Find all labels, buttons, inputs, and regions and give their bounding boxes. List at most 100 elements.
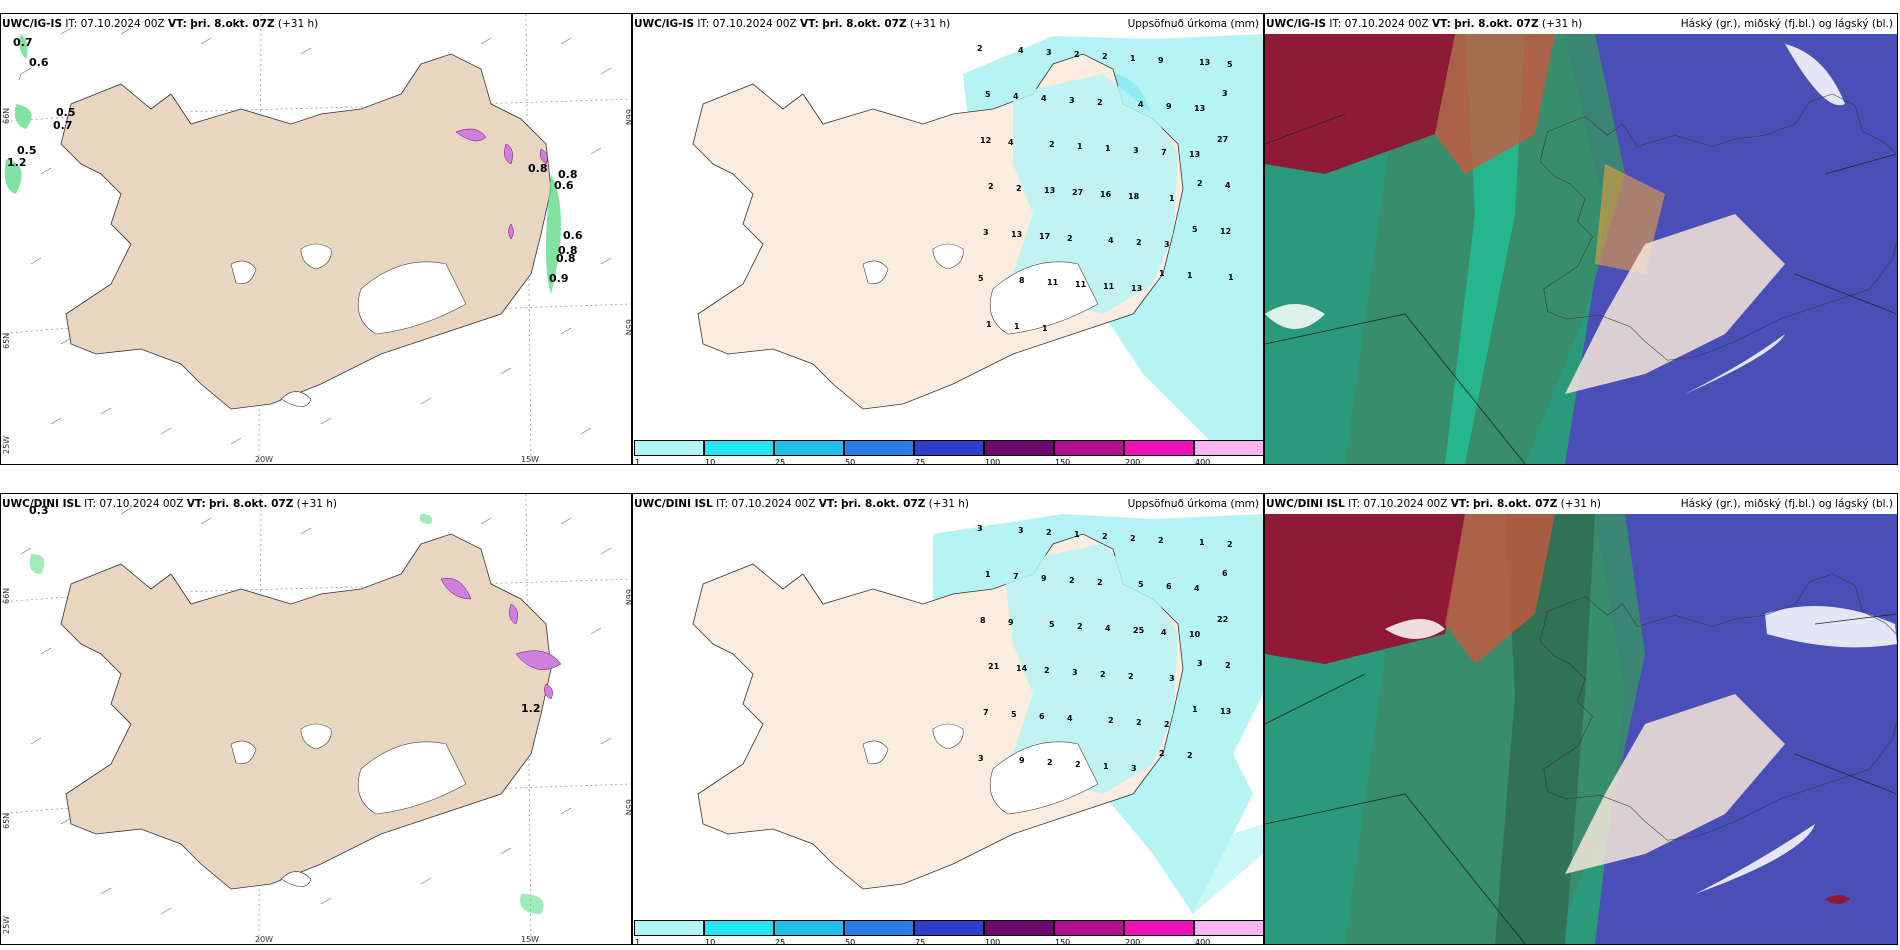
cloud-panel-ig[interactable]: UWC/IG-IS IT: 07.10.2024 00Z VT: þri. 8.… — [1264, 13, 1898, 465]
wind-ice-panel-ig[interactable]: 0.7 0.6 0.5 0.7 0.5 1.2 0.8 0.8 0.6 0.6 … — [0, 13, 632, 465]
precip-value: 2 — [1016, 184, 1022, 193]
legend-cell: 200 — [1124, 440, 1194, 464]
precip-value: 5 — [1049, 620, 1055, 629]
precip-value: 13 — [1189, 150, 1200, 159]
precip-value: 2 — [977, 44, 983, 53]
panel-title: UWC/IG-IS IT: 07.10.2024 00Z VT: þri. 8.… — [2, 18, 319, 30]
precip-value: 13 — [1220, 707, 1231, 716]
precip-title: Uppsöfnuð úrkoma (mm) — [1127, 18, 1259, 30]
precip-value: 4 — [1225, 181, 1231, 190]
ice-val: 1.2 — [7, 156, 27, 169]
precip-value: 3 — [1222, 89, 1228, 98]
legend-cell: 150 — [1054, 440, 1124, 464]
precip-value: 9 — [1041, 574, 1047, 583]
precip-value: 1 — [1228, 273, 1234, 282]
wind-ice-panel-dini[interactable]: 0.3 1.2 66N 65N 66N 65N 25W 20W 15W UWC/… — [0, 493, 632, 945]
precip-value: 14 — [1016, 664, 1028, 673]
precip-value: 16 — [1100, 190, 1112, 199]
precip-value: 1 — [1103, 762, 1109, 771]
precip-value: 3 — [978, 754, 984, 763]
precip-value: 1 — [1105, 144, 1111, 153]
precip-value: 2 — [1225, 661, 1231, 670]
precip-value: 1 — [1187, 271, 1193, 280]
precip-value: 17 — [1039, 232, 1050, 241]
legend-label: 75 — [915, 458, 926, 465]
legend-label: 400 — [1195, 938, 1211, 945]
precip-value: 22 — [1217, 615, 1228, 624]
precip-value: 3 — [1164, 240, 1170, 249]
precip-value: 1 — [1159, 269, 1165, 278]
precip-value: 9 — [1158, 56, 1164, 65]
legend-cell: 100 — [984, 440, 1054, 464]
precip-value: 2 — [1067, 234, 1073, 243]
legend-cell: 200 — [1124, 920, 1194, 944]
legend-label: 200 — [1125, 458, 1141, 465]
legend-label: 400 — [1195, 458, 1211, 465]
precip-value: 11 — [1075, 280, 1087, 289]
legend-label: 50 — [845, 938, 856, 945]
precip-value: 4 — [1105, 624, 1111, 633]
legend-cell: 1 — [634, 920, 704, 944]
precip-value: 7 — [1013, 572, 1019, 581]
precip-value: 9 — [1008, 618, 1014, 627]
precip-legend: 1 10 25 50 75 100 150 200 400 — [634, 920, 1263, 945]
ice-val: 0.8 — [528, 162, 548, 175]
precip-value: 2 — [1130, 534, 1136, 543]
legend-cell: 100 — [984, 920, 1054, 944]
precip-value: 5 — [978, 274, 984, 283]
precip-value: 9 — [1019, 756, 1025, 765]
ice-val: 0.9 — [549, 272, 569, 285]
precip-value: 2 — [1128, 672, 1134, 681]
precip-value: 5 — [1011, 710, 1017, 719]
lon-label: 20W — [255, 935, 273, 944]
lat-label: 65N — [624, 319, 631, 335]
cloud-panel-dini[interactable]: UWC/DINI ISL IT: 07.10.2024 00Z VT: þri.… — [1264, 493, 1898, 945]
precip-value: 2 — [1164, 720, 1170, 729]
precip-value: 1 — [1014, 322, 1020, 331]
precip-value: 1 — [1042, 324, 1048, 333]
precip-value: 2 — [1077, 622, 1083, 631]
precip-title: Uppsöfnuð úrkoma (mm) — [1127, 498, 1259, 510]
ice-val: 0.8 — [558, 168, 578, 181]
legend-label: 150 — [1055, 938, 1071, 945]
precip-value: 2 — [1102, 52, 1108, 61]
precip-value: 2 — [1108, 716, 1114, 725]
cloud-title: Háský (gr.), miðský (fj.bl.) og lágský (… — [1680, 18, 1893, 30]
precip-value: 13 — [1044, 186, 1055, 195]
precip-value: 2 — [988, 182, 994, 191]
lat-label: 66N — [624, 589, 631, 605]
legend-label: 10 — [705, 458, 716, 465]
precip-value: 4 — [1067, 714, 1073, 723]
precip-value: 1 — [1199, 538, 1205, 547]
legend-cell: 50 — [844, 440, 914, 464]
precip-value: 2 — [1102, 532, 1108, 541]
panel-title: UWC/DINI ISL IT: 07.10.2024 00Z VT: þri.… — [1266, 498, 1602, 510]
lat-label: 66N — [2, 588, 11, 604]
precip-value: 12 — [1220, 227, 1231, 236]
ice-val: 1.2 — [521, 702, 541, 715]
ice-val: 0.6 — [563, 229, 583, 242]
precip-value: 2 — [1100, 670, 1106, 679]
precip-value: 4 — [1194, 584, 1200, 593]
precip-value: 4 — [1161, 628, 1167, 637]
legend-cell: 75 — [914, 440, 984, 464]
ice-val: 0.8 — [558, 244, 578, 257]
precip-panel-ig[interactable]: 2 4 3 2 2 1 9 13 5 5 4 4 3 2 4 9 13 3 12 4 2 1 1 3 7 13 27 2 2 13 27 16… — [632, 13, 1264, 465]
precip-panel-dini[interactable]: 3 3 2 1 2 2 2 1 2 1 7 9 2 2 5 6 4 6 8 9 5 2 4 25 4 10 22 21 14 2 3 2 2 3 3… — [632, 493, 1264, 945]
precip-value: 13 — [1011, 230, 1022, 239]
cloud-map-dini — [1265, 514, 1897, 944]
legend-label: 50 — [845, 458, 856, 465]
ice-val: 0.6 — [554, 179, 574, 192]
legend-cell: 400 — [1194, 920, 1263, 944]
cloud-map-ig — [1265, 34, 1897, 464]
ice-val: 0.3 — [29, 504, 49, 517]
precip-value: 21 — [988, 662, 1000, 671]
legend-cell: 150 — [1054, 920, 1124, 944]
precip-value: 2 — [1044, 666, 1050, 675]
precip-value: 12 — [980, 136, 991, 145]
lon-label: 25W — [2, 436, 11, 454]
precip-value: 27 — [1072, 188, 1083, 197]
precip-value: 1 — [1192, 705, 1198, 714]
